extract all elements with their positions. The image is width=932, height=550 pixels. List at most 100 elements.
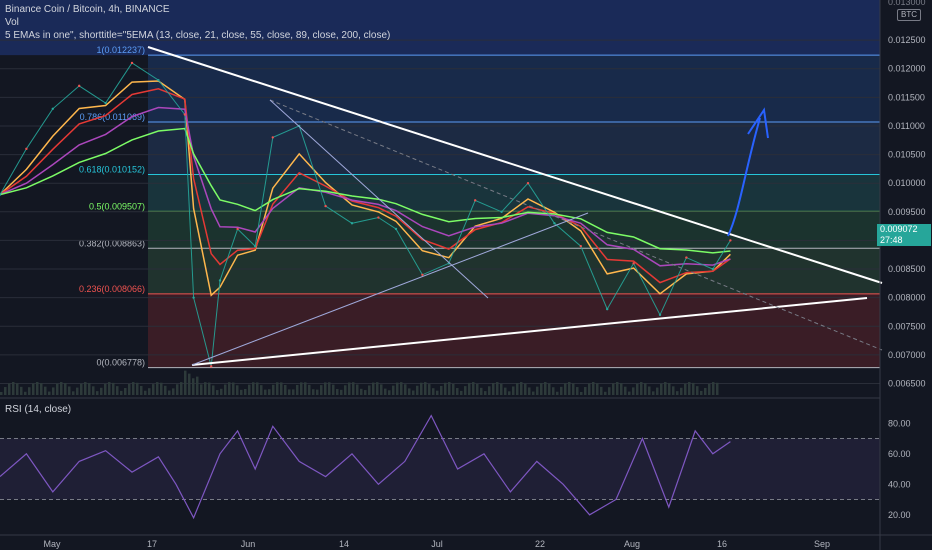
volume-bar	[16, 383, 19, 395]
volume-bar	[512, 386, 515, 395]
volume-bar	[476, 383, 479, 395]
volume-bar	[416, 385, 419, 395]
volume-bar	[180, 382, 183, 395]
volume-bar	[700, 390, 703, 395]
volume-bar	[420, 382, 423, 395]
volume-bar	[168, 390, 171, 395]
volume-bar	[552, 387, 555, 395]
volume-bar	[220, 388, 223, 395]
volume-bar	[592, 382, 595, 395]
volume-bar	[300, 382, 303, 395]
symbol-title[interactable]: Binance Coin / Bitcoin, 4h, BINANCE	[5, 4, 170, 15]
volume-bar	[328, 382, 331, 395]
fib-zone-4	[148, 248, 880, 294]
rsi-band	[0, 438, 880, 500]
volume-bar	[604, 391, 607, 395]
volume-bar	[32, 383, 35, 395]
price-tick-2: 0.011500	[888, 92, 925, 102]
volume-bar	[432, 388, 435, 395]
volume-bar	[452, 383, 455, 395]
volume-bar	[532, 391, 535, 395]
volume-bar	[48, 391, 51, 395]
price-tick-1: 0.012000	[888, 64, 926, 74]
price-point	[711, 267, 714, 271]
volume-bar	[504, 387, 507, 395]
volume-label[interactable]: Vol	[5, 17, 19, 28]
price-tick-12: 0.006500	[888, 379, 926, 389]
price-point	[553, 222, 556, 225]
fib-label-0.618: 0.618(0.010152)	[79, 164, 145, 174]
volume-bar	[240, 389, 243, 395]
volume-bar	[412, 390, 415, 395]
price-tick-9: 0.008000	[888, 293, 926, 303]
volume-bar	[284, 384, 287, 395]
volume-bar	[172, 388, 175, 395]
volume-bar	[68, 386, 71, 395]
volume-bar	[156, 382, 159, 395]
fib-zone-1	[148, 121, 880, 175]
volume-bar	[564, 383, 567, 395]
price-tick-5: 0.010000	[888, 178, 926, 188]
volume-bar	[260, 385, 263, 395]
price-point	[130, 61, 134, 65]
volume-bar	[276, 382, 279, 395]
dashed-trendline[interactable]	[269, 99, 883, 351]
volume-bar	[188, 373, 191, 395]
ema-label[interactable]: 5 EMAs in one", shorttitle="5EMA (13, cl…	[5, 30, 391, 41]
volume-bar	[232, 382, 235, 395]
price-point	[350, 222, 354, 225]
volume-bar	[248, 384, 251, 395]
rsi-tick-0: 80.00	[888, 418, 911, 428]
volume-bar	[192, 378, 195, 395]
drawings[interactable]	[147, 46, 883, 366]
volume-bar	[372, 382, 375, 395]
price-point	[729, 239, 732, 242]
fib-zone-top	[0, 0, 880, 56]
volume-bar	[544, 382, 547, 395]
volume-bar	[572, 383, 575, 395]
volume-bar	[584, 387, 587, 395]
volume-bar	[488, 386, 491, 395]
price-series	[0, 61, 732, 395]
price-point	[25, 147, 28, 151]
price-line	[0, 62, 731, 367]
rsi-tick-3: 20.00	[888, 510, 911, 520]
volume-bar	[428, 384, 431, 395]
volume-bar	[444, 382, 447, 395]
rsi-panel	[0, 397, 880, 520]
volume-bar	[344, 385, 347, 395]
volume-bar	[640, 382, 643, 395]
volume-bar	[580, 391, 583, 395]
volume-bar	[336, 389, 339, 395]
price-point	[104, 101, 107, 105]
upper-trendline[interactable]	[147, 46, 883, 284]
volume-bar	[652, 391, 655, 395]
time-tick-6: Aug	[624, 539, 640, 549]
lower-trendline[interactable]	[191, 297, 868, 366]
time-tick-0: May	[43, 539, 61, 549]
projection-arrow[interactable]	[727, 117, 761, 237]
price-point	[157, 78, 160, 82]
price-point	[658, 313, 662, 317]
volume-bar	[8, 383, 11, 395]
volume-bar	[496, 382, 499, 395]
volume-bar	[212, 385, 215, 395]
rsi-line	[0, 414, 731, 520]
volume-bar	[0, 392, 3, 395]
currency-badge[interactable]: BTC	[897, 9, 921, 21]
price-point	[394, 227, 398, 231]
volume-bar	[684, 383, 687, 395]
volume-bar	[608, 387, 611, 395]
volume-bar	[628, 391, 631, 395]
rsi-legend[interactable]: RSI (14, close)	[5, 404, 72, 415]
price-point	[192, 296, 195, 299]
volume-bar	[380, 384, 383, 395]
volume-bar	[108, 382, 111, 395]
volume-bar	[616, 382, 619, 395]
time-tick-4: Jul	[431, 539, 443, 549]
volume-bar	[132, 382, 135, 395]
fan-line-1	[191, 212, 589, 366]
volume-bar	[144, 390, 147, 395]
volume-bar	[28, 387, 31, 395]
